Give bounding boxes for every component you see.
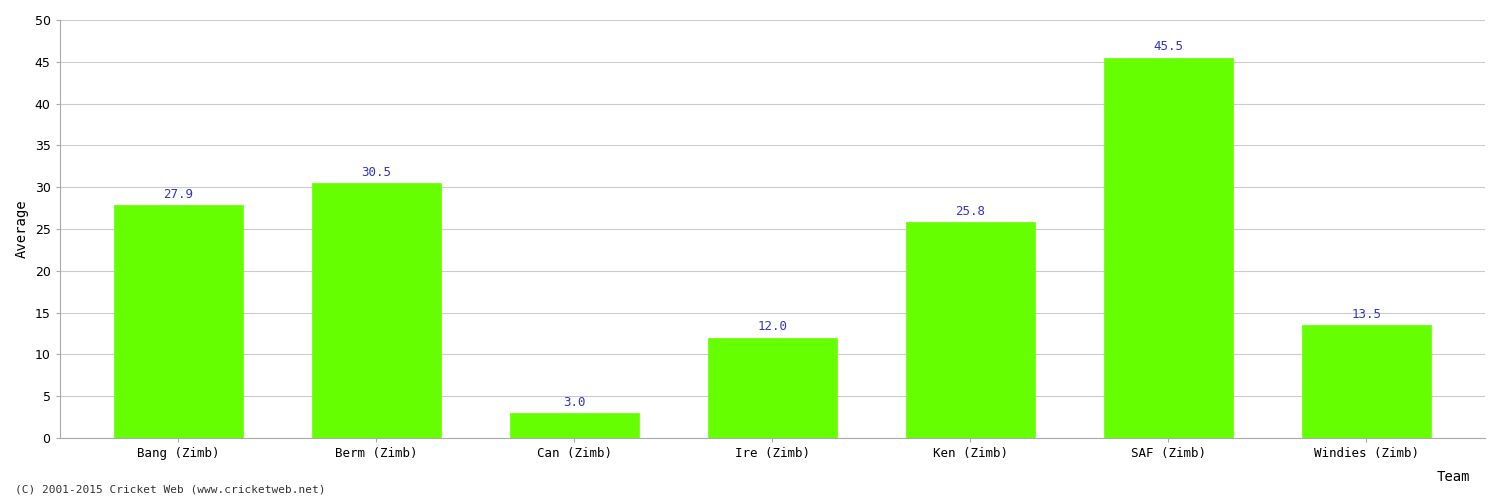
- Bar: [510, 413, 639, 438]
- Text: 30.5: 30.5: [362, 166, 392, 179]
- Text: 12.0: 12.0: [758, 320, 788, 334]
- Text: (C) 2001-2015 Cricket Web (www.cricketweb.net): (C) 2001-2015 Cricket Web (www.cricketwe…: [15, 485, 326, 495]
- Bar: [1302, 325, 1431, 438]
- Bar: [906, 222, 1035, 438]
- Text: 27.9: 27.9: [164, 188, 194, 200]
- Bar: [312, 183, 441, 438]
- Text: Team: Team: [1437, 470, 1470, 484]
- Bar: [1104, 58, 1233, 438]
- Text: 3.0: 3.0: [562, 396, 585, 408]
- Bar: [114, 204, 243, 438]
- Y-axis label: Average: Average: [15, 200, 28, 258]
- Text: 45.5: 45.5: [1154, 40, 1184, 54]
- Text: 25.8: 25.8: [956, 205, 986, 218]
- Bar: [708, 338, 837, 438]
- Text: 13.5: 13.5: [1352, 308, 1382, 321]
